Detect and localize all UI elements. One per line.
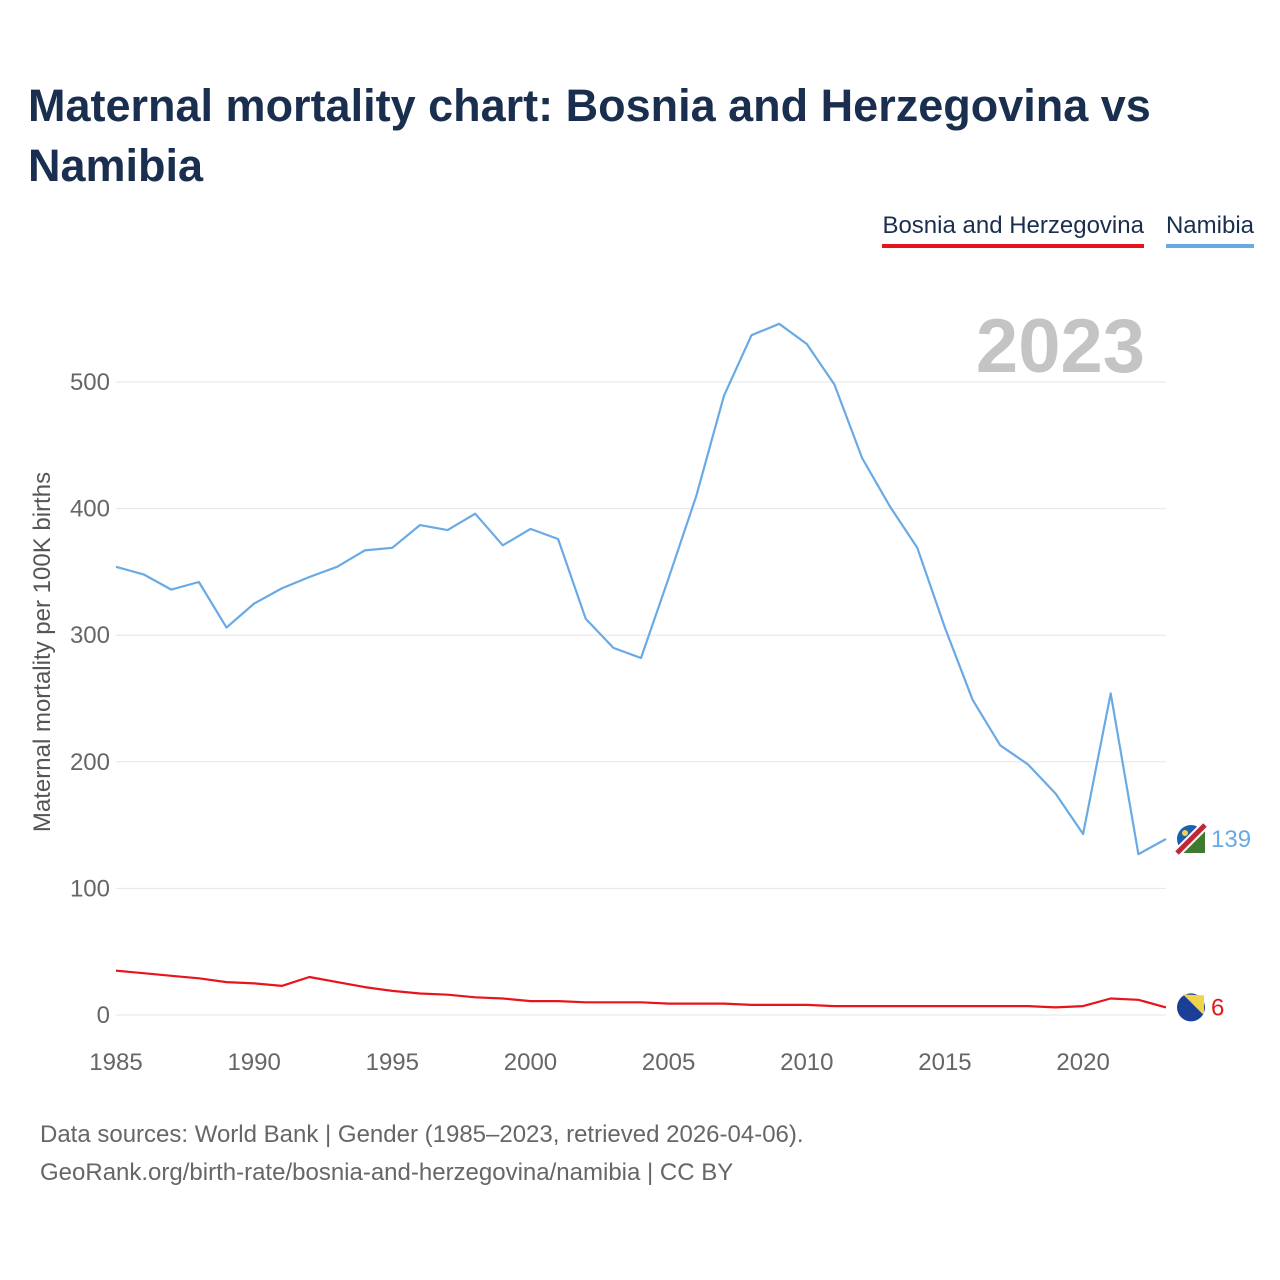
- x-tick-label: 2015: [918, 1049, 971, 1076]
- source-url-text: GeoRank.org/birth-rate/bosnia-and-herzeg…: [40, 1159, 734, 1186]
- flag-triangle: [1183, 994, 1204, 1016]
- y-tick-label: 200: [70, 749, 110, 776]
- x-axis-ticks: 1985 1990 1995 2000 2005 2010 2015 2020: [89, 1049, 1109, 1076]
- y-tick-label: 300: [70, 622, 110, 649]
- legend-item-namibia[interactable]: Namibia: [1165, 212, 1254, 248]
- series-lines: [115, 322, 1167, 1009]
- legend-item-bosnia[interactable]: Bosnia and Herzegovina: [882, 212, 1144, 248]
- x-tick-label: 2020: [1056, 1049, 1109, 1076]
- y-axis-label: Maternal mortality per 100K births: [29, 472, 56, 832]
- x-tick-label: 2010: [780, 1049, 833, 1076]
- series-end-markers: 6 139: [1173, 821, 1251, 1022]
- gridlines: [116, 381, 1166, 1016]
- namibia-flag-icon: [1173, 821, 1209, 857]
- y-tick-label: 500: [70, 369, 110, 396]
- series-line-namibia: [115, 322, 1167, 856]
- y-tick-label: 0: [97, 1002, 110, 1029]
- flag-stripe-red: [1175, 823, 1207, 855]
- y-tick-label: 100: [70, 875, 110, 902]
- y-tick-label: 400: [70, 496, 110, 523]
- x-tick-label: 1990: [227, 1049, 280, 1076]
- series-end-label: 6: [1211, 994, 1224, 1021]
- line-chart: 2023 0 100 200 300 400 500 1985 1990 1995 2000 20…: [29, 304, 1251, 1076]
- flag-sun: [1182, 830, 1188, 837]
- y-axis-ticks: 0 100 200 300 400 500: [70, 369, 110, 1029]
- year-watermark: 2023: [976, 304, 1145, 389]
- x-tick-label: 1995: [366, 1049, 419, 1076]
- x-tick-label: 2005: [642, 1049, 695, 1076]
- footer: Data sources: World Bank | Gender (1985–…: [40, 1116, 804, 1192]
- chart-title: Maternal mortality chart: Bosnia and Her…: [28, 80, 1151, 191]
- series-end-label: 139: [1211, 826, 1251, 853]
- bosnia-flag-icon: [1177, 993, 1205, 1022]
- series-line-bosnia: [115, 969, 1167, 1009]
- x-tick-label: 1985: [89, 1049, 142, 1076]
- x-tick-label: 2000: [504, 1049, 557, 1076]
- data-source-text: Data sources: World Bank | Gender (1985–…: [40, 1121, 804, 1148]
- legend: Bosnia and Herzegovina Namibia: [882, 212, 1254, 248]
